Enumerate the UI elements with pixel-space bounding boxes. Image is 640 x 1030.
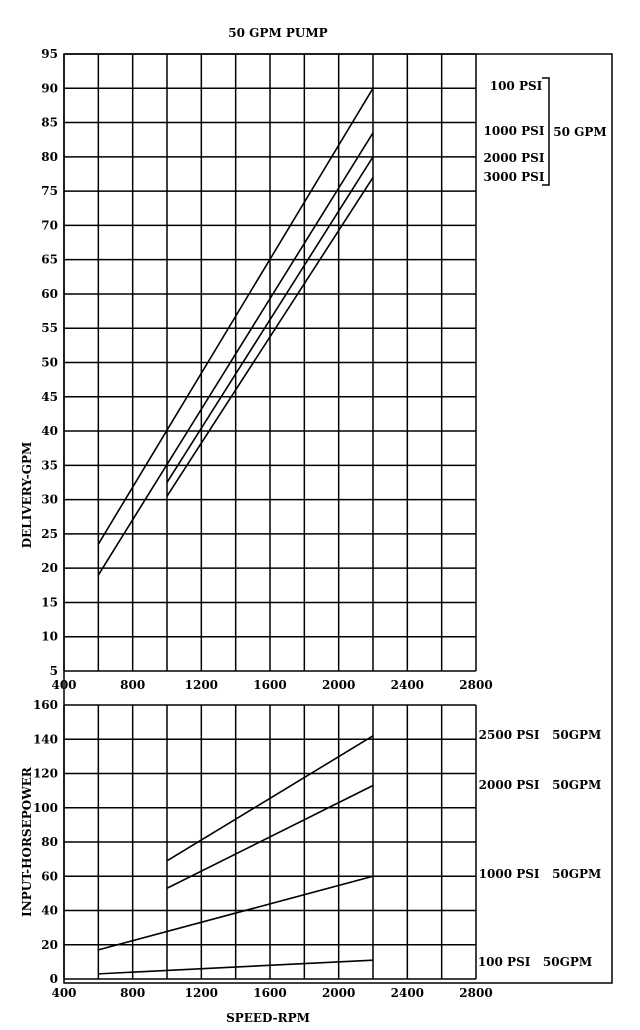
series-line <box>98 875 374 951</box>
horsepower-panel: 0 20 40 60 80 100 120 140 160 400 800 1200 1600 2000 2… <box>33 698 601 1000</box>
x-tick-label: 2400 <box>391 986 424 1000</box>
x-tick-label: 1200 <box>185 986 218 1000</box>
series-line <box>97 132 374 576</box>
bracket-line <box>542 77 550 186</box>
y-tick-label: 0 <box>50 972 58 986</box>
top-y-axis-label: DELIVERY-GPM <box>20 442 34 549</box>
series-line <box>98 959 374 975</box>
y-tick-label: 85 <box>41 116 58 130</box>
y-tick-label: 20 <box>41 561 58 575</box>
series-line <box>166 784 374 889</box>
y-tick-label: 40 <box>41 424 58 438</box>
bottom-y-axis-label: INPUT-HORSEPOWER <box>20 766 34 917</box>
y-tick-label: 60 <box>41 287 58 301</box>
y-tick-label: 45 <box>41 390 58 404</box>
x-tick-label: 2800 <box>459 678 492 692</box>
y-tick-label: 10 <box>41 630 58 644</box>
x-tick-label: 400 <box>51 986 76 1000</box>
outer-frame <box>63 53 613 984</box>
y-tick-label: 30 <box>41 493 58 507</box>
series-label: 100 PSI 50GPM <box>478 955 592 969</box>
grid <box>63 53 477 672</box>
y-tick-label: 40 <box>41 904 58 918</box>
series-label: 1000 PSI 50GPM <box>479 867 602 881</box>
series-label: 2000 PSI 50GPM <box>479 778 602 792</box>
x-tick-label: 800 <box>120 678 145 692</box>
y-tick-label: 20 <box>41 938 58 952</box>
y-tick-label: 15 <box>41 595 58 609</box>
x-tick-label: 2400 <box>391 678 424 692</box>
y-tick-label: 35 <box>41 458 58 472</box>
x-tick-label: 2800 <box>459 986 492 1000</box>
series-line <box>166 735 374 862</box>
bracket: 50 GPM <box>542 77 607 186</box>
x-tick-label: 2000 <box>322 678 355 692</box>
y-tick-label: 100 <box>33 801 58 815</box>
y-tick-label: 80 <box>41 835 58 849</box>
bracket-label: 50 GPM <box>553 125 606 139</box>
x-tick-label: 2000 <box>322 986 355 1000</box>
x-axis-label: SPEED-RPM <box>226 1011 310 1025</box>
x-tick-label: 1600 <box>253 986 286 1000</box>
series-label: 2500 PSI 50GPM <box>479 728 602 742</box>
series-label: 3000 PSI <box>484 170 545 184</box>
x-tick-label: 800 <box>120 986 145 1000</box>
delivery-panel: 5101520253035404550556065707580859095400… <box>41 47 606 692</box>
series-line <box>166 156 374 483</box>
series-label: 2000 PSI <box>484 151 545 165</box>
y-tick-label: 75 <box>41 184 58 198</box>
series-line <box>97 87 374 545</box>
chart-title: 50 GPM PUMP <box>228 26 327 40</box>
y-tick-label: 160 <box>33 698 58 712</box>
series-line <box>166 176 374 497</box>
grid <box>63 704 477 980</box>
y-tick-label: 5 <box>50 664 58 678</box>
y-tick-label: 70 <box>41 218 58 232</box>
y-tick-label: 60 <box>41 869 58 883</box>
series-label: 1000 PSI <box>484 124 545 138</box>
x-tick-label: 1200 <box>185 678 218 692</box>
y-tick-label: 80 <box>41 150 58 164</box>
y-tick-label: 65 <box>41 253 58 267</box>
y-tick-label: 120 <box>33 767 58 781</box>
x-tick-label: 1600 <box>253 678 286 692</box>
y-tick-label: 50 <box>41 356 58 370</box>
series-label: 100 PSI <box>490 79 543 93</box>
y-tick-label: 25 <box>41 527 58 541</box>
y-tick-label: 55 <box>41 321 58 335</box>
y-tick-label: 140 <box>33 732 58 746</box>
y-tick-label: 95 <box>41 47 58 61</box>
y-tick-label: 90 <box>41 81 58 95</box>
